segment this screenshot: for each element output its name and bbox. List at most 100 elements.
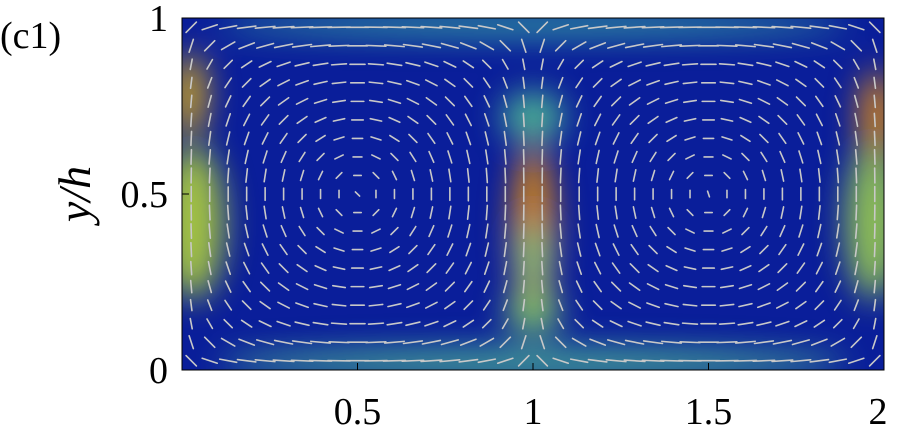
- velocity-vector: [484, 149, 489, 165]
- heat-region-9: [217, 18, 849, 36]
- velocity-vector: [663, 321, 680, 326]
- velocity-vector: [420, 359, 443, 363]
- velocity-vector: [606, 339, 626, 346]
- velocity-vector: [280, 150, 287, 164]
- velocity-vector: [539, 38, 546, 54]
- velocity-vector: [481, 59, 492, 70]
- velocity-vector: [425, 96, 438, 106]
- velocity-vector: [424, 61, 439, 68]
- velocity-vector: [795, 281, 807, 292]
- velocity-vector: [479, 41, 495, 51]
- velocity-vector: [482, 77, 491, 89]
- velocity-vector: [391, 207, 398, 218]
- velocity-vector: [716, 44, 738, 48]
- velocity-vector: [291, 340, 313, 345]
- velocity-vector: [759, 244, 769, 255]
- velocity-vector: [836, 167, 840, 184]
- velocity-vector: [681, 62, 699, 66]
- velocity-vector: [330, 322, 348, 326]
- velocity-vector: [830, 337, 846, 347]
- velocity-vector: [354, 191, 361, 197]
- velocity-vector: [571, 41, 587, 51]
- velocity-vector: [757, 97, 771, 105]
- velocity-vector: [797, 132, 805, 145]
- velocity-vector: [552, 357, 570, 365]
- velocity-vector: [401, 359, 425, 363]
- velocity-vector: [836, 204, 840, 221]
- velocity-vector: [723, 171, 731, 180]
- velocity-vector: [558, 279, 564, 294]
- velocity-vector: [664, 80, 679, 86]
- velocity-vector: [591, 60, 604, 69]
- velocity-vector: [623, 25, 646, 29]
- velocity-vector: [873, 112, 876, 128]
- heat-region-4: [182, 53, 207, 138]
- velocity-vector: [780, 206, 785, 219]
- velocity-vector: [541, 130, 544, 147]
- velocity-vector: [778, 243, 787, 256]
- velocity-vector: [814, 95, 824, 108]
- velocity-vector: [576, 131, 582, 146]
- velocity-vector: [313, 302, 328, 308]
- velocity-vector: [798, 150, 804, 164]
- velocity-vector: [809, 25, 830, 30]
- velocity-vector: [391, 170, 398, 181]
- velocity-vector: [330, 62, 348, 66]
- velocity-vector: [835, 131, 841, 146]
- velocity-vector: [367, 322, 385, 326]
- velocity-vector: [682, 81, 698, 85]
- velocity-vector: [667, 226, 676, 236]
- velocity-vector: [425, 282, 438, 292]
- velocity-vector: [664, 302, 679, 308]
- velocity-vector: [790, 25, 812, 29]
- velocity-vector: [224, 299, 233, 311]
- velocity-vector: [772, 339, 793, 345]
- velocity-vector: [463, 300, 474, 311]
- velocity-vector: [721, 247, 733, 252]
- velocity-vector: [383, 44, 405, 48]
- velocity-vector: [649, 151, 657, 163]
- velocity-vector: [463, 77, 474, 88]
- velocity-vector: [218, 24, 238, 30]
- velocity-vector: [741, 152, 750, 162]
- velocity-vector: [664, 283, 679, 290]
- velocity-vector: [835, 242, 841, 257]
- velocity-vector: [402, 340, 424, 345]
- velocity-vector: [772, 43, 793, 49]
- velocity-vector: [259, 78, 271, 88]
- heat-region-3: [504, 292, 562, 335]
- velocity-vector: [240, 319, 253, 328]
- velocity-vector: [405, 79, 420, 86]
- velocity-vector: [522, 241, 525, 258]
- velocity-vector: [477, 24, 497, 30]
- velocity-vector: [244, 223, 249, 239]
- velocity-vector: [276, 61, 291, 68]
- velocity-vector: [448, 168, 452, 183]
- velocity-vector: [540, 317, 545, 330]
- velocity-vector: [522, 260, 525, 276]
- velocity-vector: [208, 149, 212, 165]
- velocity-vector: [557, 318, 565, 330]
- velocity-vector: [426, 114, 437, 125]
- velocity-vector: [386, 62, 403, 67]
- velocity-vector: [207, 94, 213, 109]
- velocity-vector: [868, 21, 881, 34]
- velocity-vector: [368, 99, 384, 104]
- velocity-vector: [482, 299, 491, 311]
- velocity-vector: [503, 149, 507, 165]
- velocity-vector: [439, 25, 461, 29]
- velocity-vector: [458, 358, 479, 363]
- velocity-vector: [799, 205, 803, 220]
- velocity-vector: [429, 169, 434, 182]
- velocity-vector: [611, 262, 621, 274]
- heat-region-1: [518, 222, 548, 293]
- velocity-vector: [207, 130, 212, 147]
- velocity-vector: [855, 204, 858, 221]
- velocity-vector: [722, 154, 732, 160]
- velocity-vector: [371, 228, 381, 234]
- velocity-vector: [799, 168, 803, 183]
- velocity-vector: [873, 94, 877, 109]
- panel-label: (c1): [0, 15, 61, 57]
- velocity-vector: [780, 169, 785, 182]
- velocity-vector: [427, 243, 436, 256]
